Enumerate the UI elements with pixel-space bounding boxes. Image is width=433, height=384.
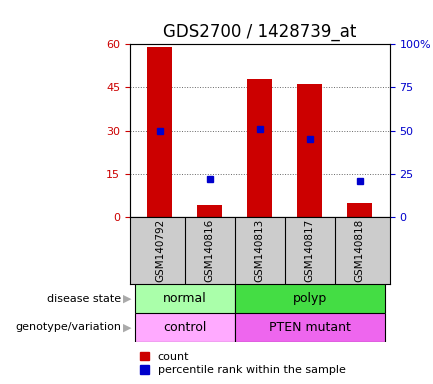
- Text: genotype/variation: genotype/variation: [15, 322, 121, 333]
- Bar: [147, 47, 172, 217]
- Bar: [135, 313, 235, 342]
- Text: GSM140818: GSM140818: [355, 219, 365, 282]
- Text: GSM140792: GSM140792: [155, 219, 165, 282]
- Text: disease state: disease state: [47, 293, 121, 304]
- Bar: [135, 284, 235, 313]
- Text: GSM140813: GSM140813: [255, 219, 265, 282]
- Text: ▶: ▶: [123, 293, 132, 304]
- Title: GDS2700 / 1428739_at: GDS2700 / 1428739_at: [163, 23, 356, 41]
- Text: ▶: ▶: [123, 322, 132, 333]
- Text: normal: normal: [163, 292, 207, 305]
- Text: PTEN mutant: PTEN mutant: [269, 321, 351, 334]
- Bar: [247, 79, 272, 217]
- Bar: [235, 313, 385, 342]
- Text: polyp: polyp: [293, 292, 327, 305]
- Text: control: control: [163, 321, 207, 334]
- Bar: [235, 284, 385, 313]
- Bar: [197, 205, 222, 217]
- Text: GSM140816: GSM140816: [205, 219, 215, 282]
- Bar: [347, 203, 372, 217]
- Text: GSM140817: GSM140817: [305, 219, 315, 282]
- Legend: count, percentile rank within the sample: count, percentile rank within the sample: [136, 347, 350, 380]
- Bar: [297, 84, 322, 217]
